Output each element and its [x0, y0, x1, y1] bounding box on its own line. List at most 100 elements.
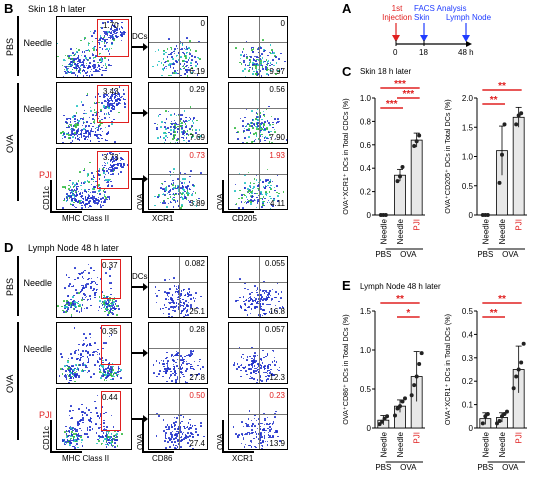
data-point — [385, 414, 390, 419]
facs-dot — [80, 182, 83, 184]
y-tick-label: 0 — [367, 211, 372, 220]
facs-dot — [190, 64, 192, 67]
facs-dot — [263, 115, 266, 117]
facs-dot — [192, 203, 195, 205]
facs-dot — [80, 202, 83, 204]
facs-dot — [71, 130, 74, 133]
facs-dot — [172, 199, 175, 202]
facs-dot — [82, 271, 85, 273]
facs-dot — [266, 73, 268, 75]
facs-dot — [76, 128, 79, 131]
panel-b-value-bottom-right: 3.89 — [189, 199, 205, 208]
facs-dot — [183, 195, 186, 198]
facs-dot — [180, 130, 183, 133]
facs-dot — [171, 179, 174, 182]
facs-dot — [99, 133, 101, 136]
facs-dot — [261, 133, 263, 136]
facs-dot — [267, 74, 270, 76]
facs-dot — [110, 173, 113, 176]
facs-dot — [175, 123, 178, 125]
panel-b-quad-v — [259, 17, 261, 77]
facs-dot — [260, 61, 263, 64]
facs-dot — [103, 194, 106, 196]
category-label: Needle — [379, 431, 388, 457]
facs-dot — [107, 308, 110, 311]
facs-dot — [181, 128, 184, 131]
facs-dot — [104, 56, 106, 59]
facs-dot — [77, 368, 79, 370]
facs-dot — [182, 198, 184, 200]
facs-dot — [261, 204, 264, 206]
y-axis-label: OVA⁺CD205⁺ DCs in Total DCs (%) — [443, 99, 452, 213]
facs-dot — [191, 194, 193, 196]
facs-dot — [114, 141, 116, 143]
facs-dot — [269, 195, 271, 198]
facs-dot — [81, 272, 83, 274]
facs-dot — [274, 189, 276, 192]
facs-dot — [110, 170, 112, 172]
facs-dot — [73, 308, 76, 310]
facs-dot — [246, 56, 248, 59]
facs-dot — [161, 183, 164, 186]
facs-dot — [188, 140, 190, 143]
facs-dot — [253, 199, 256, 201]
facs-dot — [251, 195, 254, 197]
facs-dot — [68, 57, 70, 59]
facs-dot — [97, 93, 100, 96]
facs-dot — [164, 180, 167, 183]
facs-dot — [111, 107, 113, 109]
facs-dot — [98, 65, 100, 67]
facs-dot — [61, 137, 64, 140]
facs-dot — [260, 62, 262, 64]
facs-dot — [161, 74, 163, 77]
facs-dot — [171, 301, 173, 304]
facs-dot — [277, 200, 279, 202]
panel-b-arrowhead — [143, 175, 148, 183]
facs-dot — [266, 192, 269, 195]
facs-dot — [69, 71, 71, 74]
facs-dot — [102, 190, 105, 192]
facs-dot — [92, 118, 94, 120]
facs-dot — [120, 163, 123, 165]
facs-dot — [176, 54, 179, 57]
facs-dot — [84, 126, 87, 129]
facs-dot — [184, 294, 187, 296]
facs-dot — [182, 51, 184, 54]
group-label: PBS — [477, 463, 493, 472]
facs-dot — [268, 191, 271, 194]
facs-dot — [111, 20, 113, 22]
facs-dot — [101, 40, 103, 43]
facs-dot — [254, 306, 256, 308]
facs-dot — [105, 308, 108, 310]
facs-dot — [100, 302, 103, 305]
facs-dot — [186, 71, 188, 74]
facs-dot — [258, 198, 260, 201]
facs-dot — [69, 128, 72, 131]
facs-dot — [76, 185, 79, 188]
facs-dot — [184, 68, 187, 71]
facs-dot — [176, 61, 178, 63]
facs-dot — [253, 296, 256, 299]
facs-dot — [162, 192, 165, 195]
facs-dot — [93, 200, 96, 203]
facs-dot — [191, 192, 194, 195]
facs-dot — [107, 168, 110, 170]
facs-dot — [68, 188, 70, 190]
facs-dot — [185, 314, 187, 317]
facs-dot — [256, 302, 258, 304]
facs-dot — [182, 137, 185, 139]
facs-dot — [110, 102, 112, 105]
facs-dot — [84, 204, 86, 206]
facs-dot — [263, 280, 265, 283]
group-label: OVA — [502, 463, 519, 472]
facs-dot — [256, 306, 258, 308]
facs-dot — [81, 206, 84, 209]
facs-dot — [256, 192, 258, 195]
panel-d-pbs-bar — [17, 256, 19, 316]
facs-dot — [183, 308, 185, 310]
facs-dot — [160, 187, 163, 189]
facs-dot — [78, 133, 81, 136]
facs-dot — [63, 199, 65, 202]
facs-dot — [187, 134, 190, 136]
facs-dot — [170, 133, 172, 135]
